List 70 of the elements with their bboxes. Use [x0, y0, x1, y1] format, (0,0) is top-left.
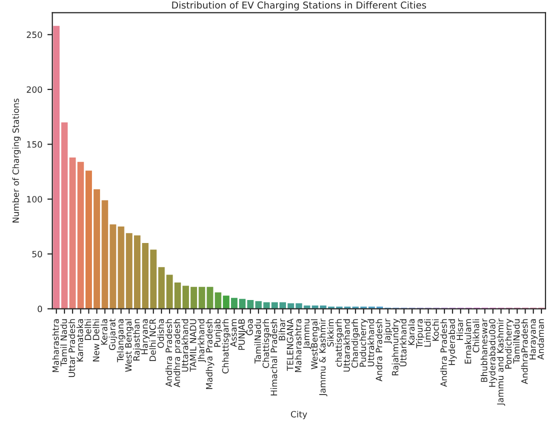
x-tick-label: West Bengal [124, 319, 134, 372]
x-tick-label: Chattisgarh [262, 319, 271, 368]
x-tick-label: Delhi NCR [149, 318, 156, 362]
x-tick-label: Andhra pradesh [173, 319, 182, 388]
x-tick-label: Ernakulam [464, 319, 472, 364]
x-tick-label: Jharkhand [198, 319, 206, 362]
y-tick-label: 200 [26, 86, 42, 93]
x-tick-label: AndhraPradesh [521, 319, 528, 384]
x-tick-label: Andra Pradesh [376, 319, 382, 382]
x-tick-label: Karnataka [76, 319, 84, 362]
x-tick-label: Himachal Pradesh [270, 319, 278, 396]
x-tick-label: Andhra Pradesh [165, 319, 172, 387]
x-tick-label: Gujarat [108, 318, 118, 350]
x-tick-label: Madhya Pradesh [206, 319, 214, 389]
x-tick-label: Maharashtra [294, 319, 302, 372]
x-tick-label: TamilNadu [254, 319, 261, 364]
x-tick-label: Bhubhaneswar [480, 318, 488, 382]
x-tick-label: Limbdi [424, 319, 431, 347]
x-tick-label: Jammu [303, 319, 312, 350]
x-tick-label: Rajahmundry [392, 318, 400, 376]
x-tick-label: Pondicherry [504, 318, 514, 369]
y-tick-label: 150 [27, 141, 42, 148]
x-tick-label: Assam [230, 319, 237, 347]
x-tick-label: Puducherry [359, 318, 368, 367]
x-tick-label: Chhattisgarh [222, 319, 230, 374]
y-tick-label: 50 [32, 250, 42, 258]
x-tick-label: Uttarakhand [182, 319, 188, 372]
x-tick-label: TELENGANA [286, 318, 294, 371]
y-tick-label: 250 [26, 32, 42, 38]
x-tick-label: Hyderabad [448, 319, 457, 366]
y-tick-label: 100 [27, 196, 42, 203]
x-tick-label: Odisha [157, 319, 164, 348]
x-tick-label: Goa [246, 319, 253, 336]
x-tick-label: Karala [408, 319, 415, 345]
x-tick-label: Tamil Nadu [60, 319, 67, 366]
x-tick-label: Kerala [100, 319, 108, 345]
x-tick-label: Chandigarh [351, 319, 360, 368]
x-tick-label: Haryana [141, 319, 150, 354]
y-axis-title: Number of Charging Stations [12, 98, 21, 222]
x-tick-label: PUNJAB [238, 319, 246, 350]
x-tick-label: Hisar [456, 318, 464, 340]
x-tick-label: WestBengal [310, 319, 320, 370]
x-tick-label: Bihar [278, 318, 286, 340]
x-tick-label: Jammu & Kashmir [319, 318, 328, 396]
x-tick-label: Telangana [116, 319, 126, 362]
x-tick-label: Punjab [214, 318, 222, 347]
x-tick-label: Sikkim [327, 319, 334, 347]
x-tick-label: Harayana [529, 319, 538, 360]
x-tick-label: Rajasthan [133, 319, 142, 360]
x-tick-label: Uttar Pradesh [68, 319, 76, 377]
x-tick-label: Uttarakhand [343, 319, 350, 372]
x-tick-label: Uttarkhand [400, 319, 407, 366]
x-tick-label: Jajpur [384, 318, 392, 344]
y-tick-label: 0 [38, 306, 42, 312]
x-tick-label: New Delhi [92, 319, 100, 362]
x-tick-label: Kochi [432, 319, 439, 341]
x-tick-label: Andhra Pradesh [440, 319, 447, 387]
x-tick-label: Tripura [416, 319, 424, 348]
x-tick-label: Hyderabadu0a0 [488, 319, 498, 387]
x-tick-label: Jammu and Kashmir [496, 318, 506, 406]
x-tick-label: Chikhali [472, 319, 480, 352]
x-axis-title: City [290, 410, 308, 420]
x-tick-label: TamilNadu [513, 319, 520, 364]
x-tick-label: Maharashtra [52, 319, 59, 372]
chart-title: Distribution of EV Charging Stations in Different Cities [172, 1, 426, 10]
x-tick-label: Andaman [537, 319, 544, 360]
x-tick-label: chattisgarh [335, 319, 344, 367]
x-tick-label: TAMIL NADU [190, 319, 196, 372]
x-tick-label: Uttrakhand [368, 319, 374, 366]
x-tick-label: Delhi [84, 319, 92, 340]
